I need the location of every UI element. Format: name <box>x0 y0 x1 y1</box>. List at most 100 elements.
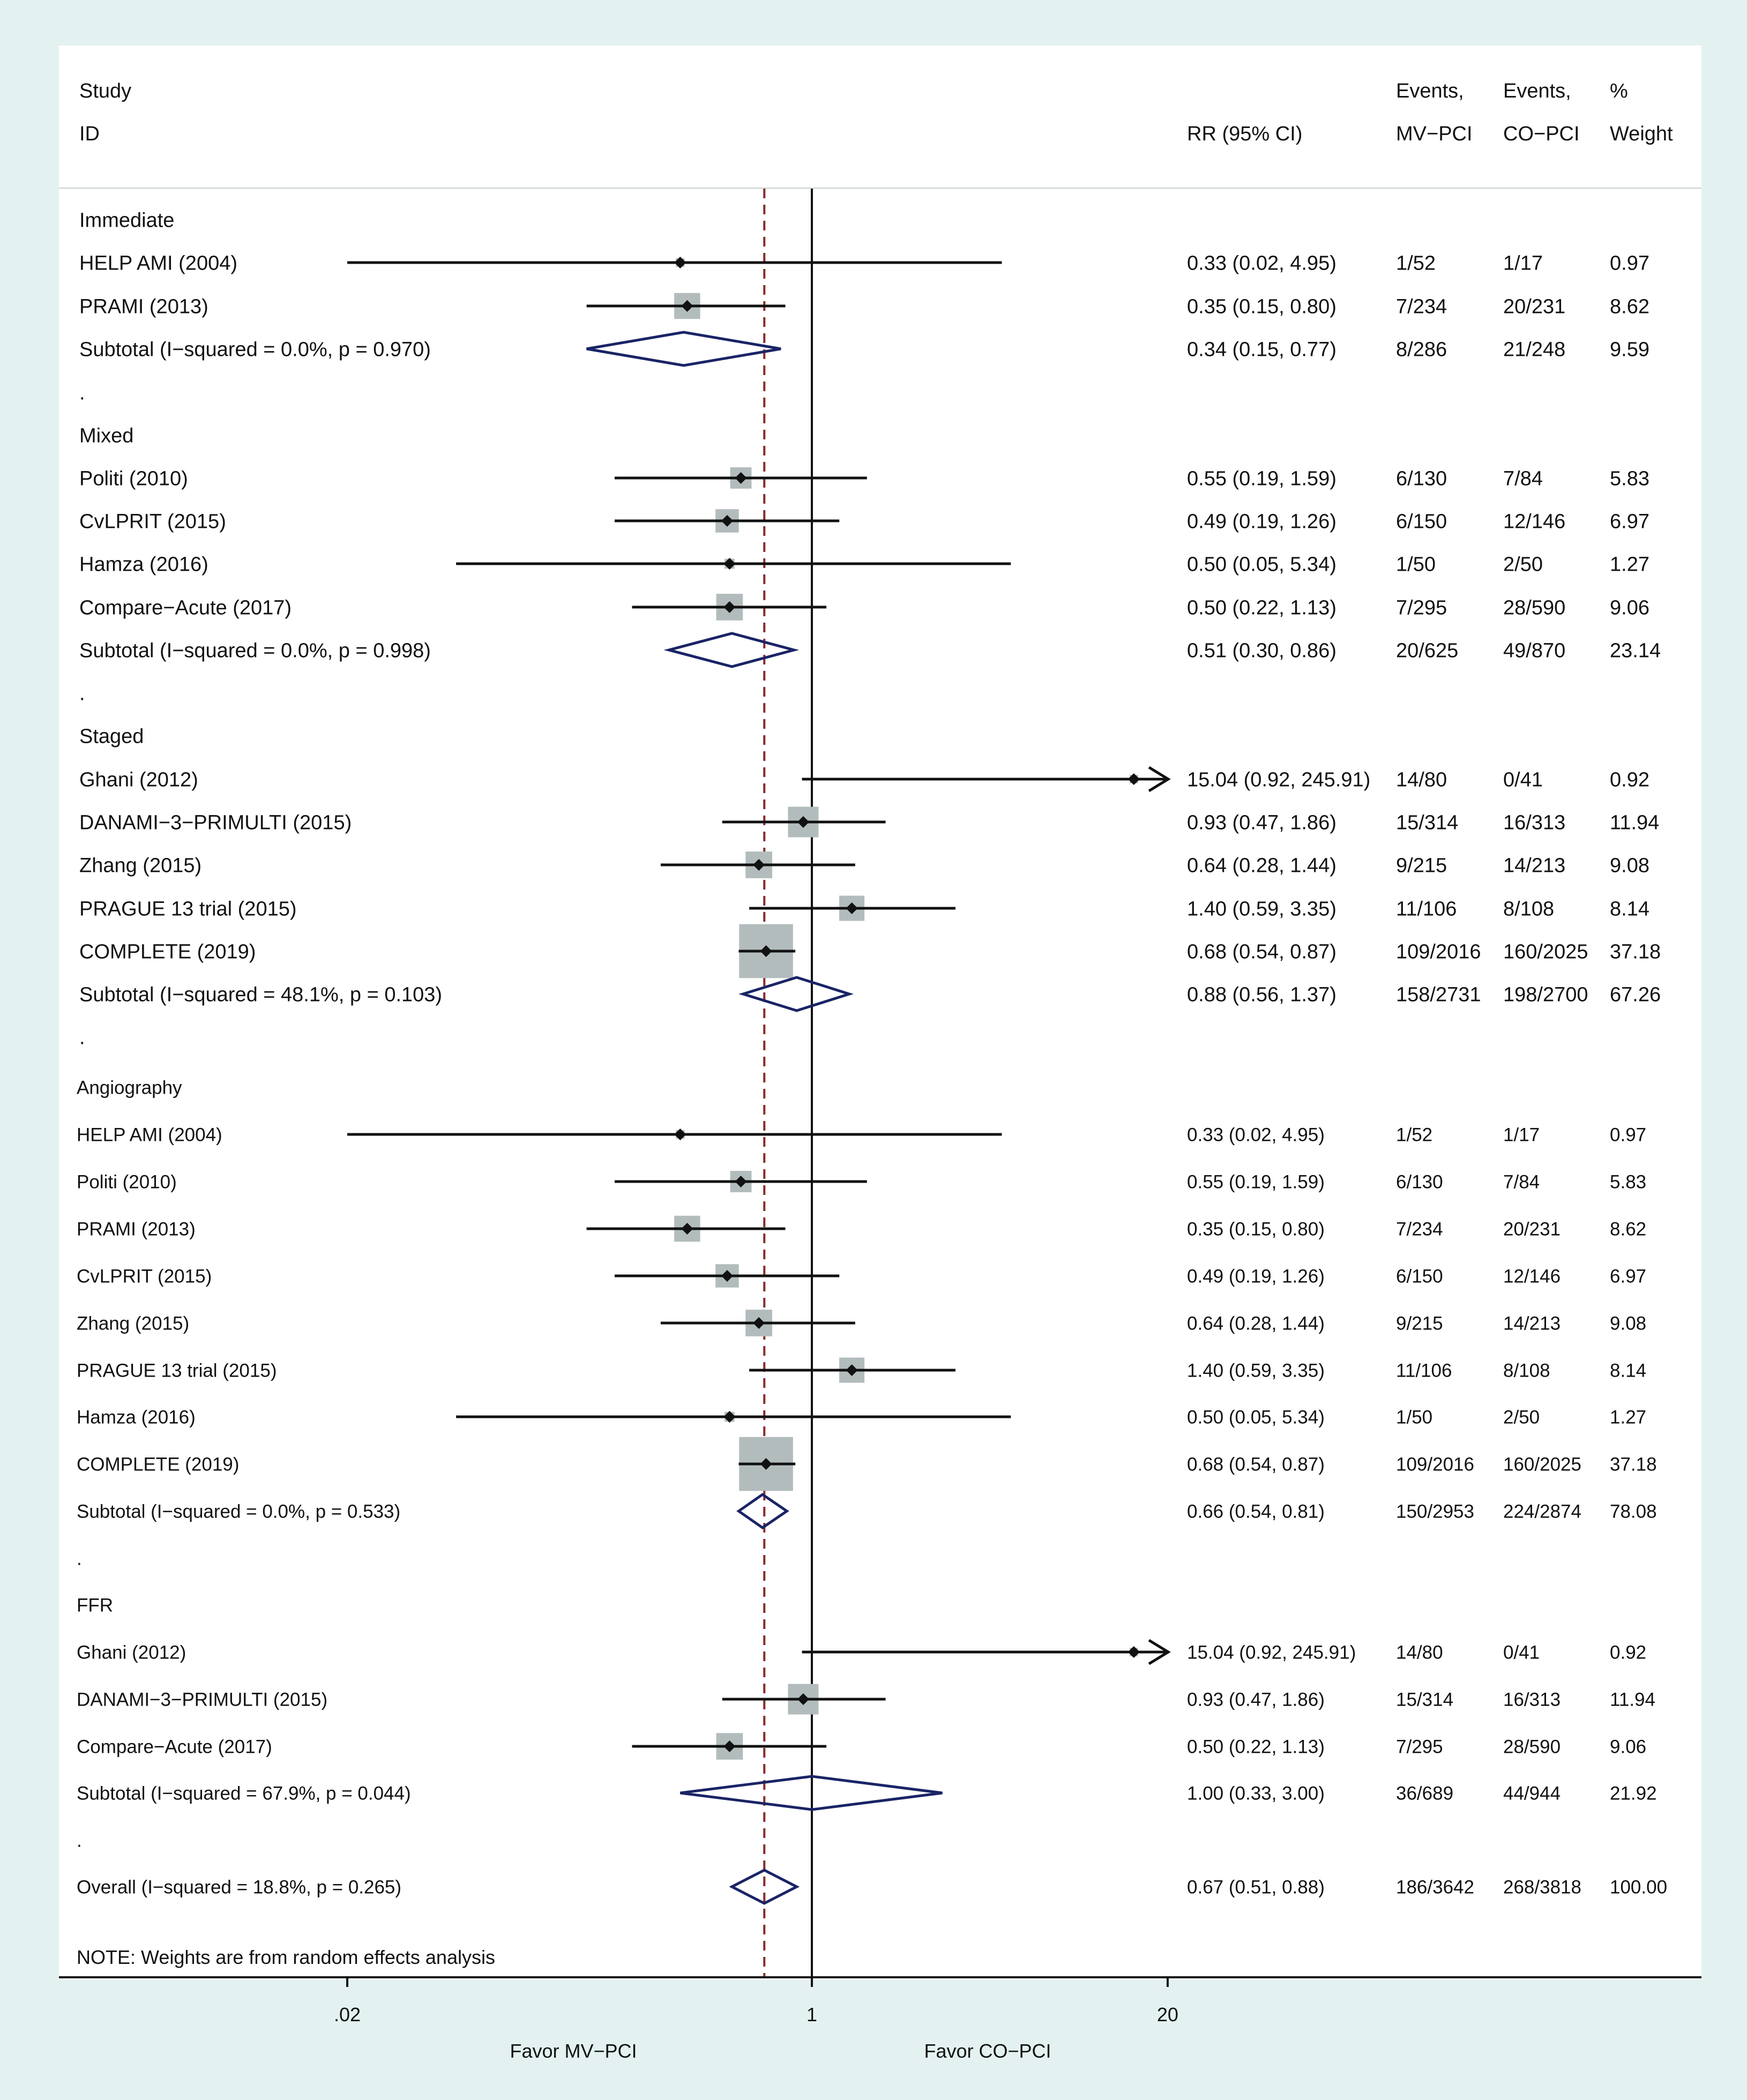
study-label: Subtotal (I−squared = 48.1%, p = 0.103) <box>79 984 442 1006</box>
weight-percent: 100.00 <box>1610 1877 1667 1898</box>
weight-percent: 9.59 <box>1610 339 1649 361</box>
rr-ci-value: 0.33 (0.02, 4.95) <box>1187 1125 1325 1146</box>
study-label: Subtotal (I−squared = 0.0%, p = 0.970) <box>79 339 431 361</box>
events-co-pci: 49/870 <box>1503 640 1565 662</box>
study-label: Ghani (2012) <box>79 769 198 791</box>
events-mv-pci: 6/130 <box>1396 468 1447 490</box>
events-mv-pci: 186/3642 <box>1396 1877 1474 1898</box>
header-events-co-2: CO−PCI <box>1503 123 1580 145</box>
point-estimate <box>760 945 772 957</box>
rr-ci-value: 0.33 (0.02, 4.95) <box>1187 252 1337 275</box>
rr-ci-value: 15.04 (0.92, 245.91) <box>1187 769 1370 791</box>
weight-percent: 0.97 <box>1610 1125 1646 1146</box>
rr-ci-value: 0.66 (0.54, 0.81) <box>1187 1501 1325 1522</box>
row-spacer: . <box>77 1830 82 1851</box>
weight-percent: 9.08 <box>1610 855 1649 877</box>
study-label: Ghani (2012) <box>77 1642 186 1663</box>
point-estimate <box>735 472 747 484</box>
events-co-pci: 14/213 <box>1503 1313 1561 1334</box>
weight-percent: 37.18 <box>1610 941 1661 963</box>
events-co-pci: 16/313 <box>1503 812 1565 834</box>
header-separator <box>59 188 1701 189</box>
study-label: CvLPRIT (2015) <box>79 511 226 533</box>
row-subtotal: Subtotal (I−squared = 0.0%, p = 0.998) 0.… <box>79 632 1661 668</box>
events-mv-pci: 15/314 <box>1396 812 1458 834</box>
row-study: Compare−Acute (2017) 0.50 (0.22, 1.13) 7/2… <box>77 1733 1646 1760</box>
study-label: Subtotal (I−squared = 67.9%, p = 0.044) <box>77 1783 411 1804</box>
weight-percent: 1.27 <box>1610 1407 1646 1428</box>
events-mv-pci: 20/625 <box>1396 640 1458 662</box>
weight-percent: 67.26 <box>1610 984 1661 1006</box>
study-label: PRAMI (2013) <box>79 296 208 318</box>
rr-ci-value: 0.93 (0.47, 1.86) <box>1187 1690 1325 1710</box>
row-study: HELP AMI (2004) 0.33 (0.02, 4.95) 1/52 1/17… <box>77 1125 1646 1146</box>
row-study: HELP AMI (2004) 0.33 (0.02, 4.95) 1/52 1/17… <box>79 252 1649 275</box>
study-label: Hamza (2016) <box>77 1407 196 1428</box>
point-estimate <box>846 1364 858 1376</box>
weight-percent: 37.18 <box>1610 1454 1657 1475</box>
rr-ci-value: 1.40 (0.59, 3.35) <box>1187 1361 1325 1381</box>
events-co-pci: 160/2025 <box>1503 1454 1581 1475</box>
events-mv-pci: 1/52 <box>1396 1125 1432 1146</box>
group-label: Immediate <box>79 210 174 232</box>
weight-percent: 8.14 <box>1610 898 1649 921</box>
study-label: DANAMI−3−PRIMULTI (2015) <box>77 1690 327 1710</box>
header-id: ID <box>79 123 100 145</box>
study-label: COMPLETE (2019) <box>79 941 256 963</box>
row-spacer: . <box>79 1027 85 1049</box>
pooled-diamond <box>736 1492 789 1530</box>
row-study: DANAMI−3−PRIMULTI (2015) 0.93 (0.47, 1.86… <box>79 806 1659 838</box>
x-tick-label: .02 <box>334 2004 361 2026</box>
pooled-diamond <box>729 1869 800 1905</box>
events-mv-pci: 8/286 <box>1396 339 1447 361</box>
weights-note: NOTE: Weights are from random effects an… <box>77 1946 495 1968</box>
weight-percent: 8.62 <box>1610 1219 1646 1240</box>
rr-ci-value: 0.50 (0.05, 5.34) <box>1187 554 1337 576</box>
header-weight-1: % <box>1610 80 1628 102</box>
events-mv-pci: 7/295 <box>1396 597 1447 619</box>
events-co-pci: 1/17 <box>1503 252 1543 275</box>
row-study: Hamza (2016) 0.50 (0.05, 5.34) 1/50 2/50 1.2… <box>79 554 1649 576</box>
point-estimate <box>846 902 858 914</box>
rr-ci-value: 0.55 (0.19, 1.59) <box>1187 468 1337 490</box>
events-co-pci: 8/108 <box>1503 1361 1550 1381</box>
events-co-pci: 14/213 <box>1503 855 1565 877</box>
events-co-pci: 198/2700 <box>1503 984 1588 1006</box>
events-mv-pci: 14/80 <box>1396 769 1447 791</box>
events-mv-pci: 158/2731 <box>1396 984 1481 1006</box>
study-label: HELP AMI (2004) <box>79 252 237 275</box>
events-co-pci: 160/2025 <box>1503 941 1588 963</box>
events-co-pci: 224/2874 <box>1503 1501 1581 1522</box>
study-label: COMPLETE (2019) <box>77 1454 239 1475</box>
events-mv-pci: 9/215 <box>1396 855 1447 877</box>
weight-percent: 6.97 <box>1610 1266 1646 1287</box>
events-mv-pci: 14/80 <box>1396 1642 1443 1663</box>
row-subtotal: Subtotal (I−squared = 48.1%, p = 0.103) 0… <box>79 976 1661 1012</box>
study-label: . <box>77 1830 82 1851</box>
events-mv-pci: 6/130 <box>1396 1172 1443 1193</box>
plot-panel <box>59 46 1701 1980</box>
point-estimate <box>723 601 736 613</box>
point-estimate <box>1128 1646 1140 1658</box>
x-axis: .02 1 20 Favor MV−PCI Favor CO−PCI <box>59 1976 1701 2062</box>
events-co-pci: 268/3818 <box>1503 1877 1581 1898</box>
weight-percent: 6.97 <box>1610 511 1649 533</box>
header-study: Study <box>79 80 131 102</box>
events-co-pci: 12/146 <box>1503 511 1565 533</box>
weight-percent: 78.08 <box>1610 1501 1657 1522</box>
events-co-pci: 2/50 <box>1503 1407 1540 1428</box>
study-label: CvLPRIT (2015) <box>77 1266 212 1287</box>
column-headers: Study ID RR (95% CI) Events, MV−PCI Even… <box>79 80 1673 145</box>
weight-percent: 9.06 <box>1610 1737 1646 1758</box>
row-group: Staged <box>79 726 144 748</box>
weight-percent: 8.14 <box>1610 1361 1646 1381</box>
row-study: PRAMI (2013) 0.35 (0.15, 0.80) 7/234 20/231… <box>79 293 1649 319</box>
header-events-co-1: Events, <box>1503 80 1571 102</box>
events-mv-pci: 1/52 <box>1396 252 1436 275</box>
row-spacer: . <box>79 382 85 405</box>
study-label: Politi (2010) <box>77 1172 177 1193</box>
weight-percent: 1.27 <box>1610 554 1649 576</box>
rr-ci-value: 0.68 (0.54, 0.87) <box>1187 941 1337 963</box>
weight-percent: 0.92 <box>1610 769 1649 791</box>
pooled-diamond <box>586 331 781 367</box>
